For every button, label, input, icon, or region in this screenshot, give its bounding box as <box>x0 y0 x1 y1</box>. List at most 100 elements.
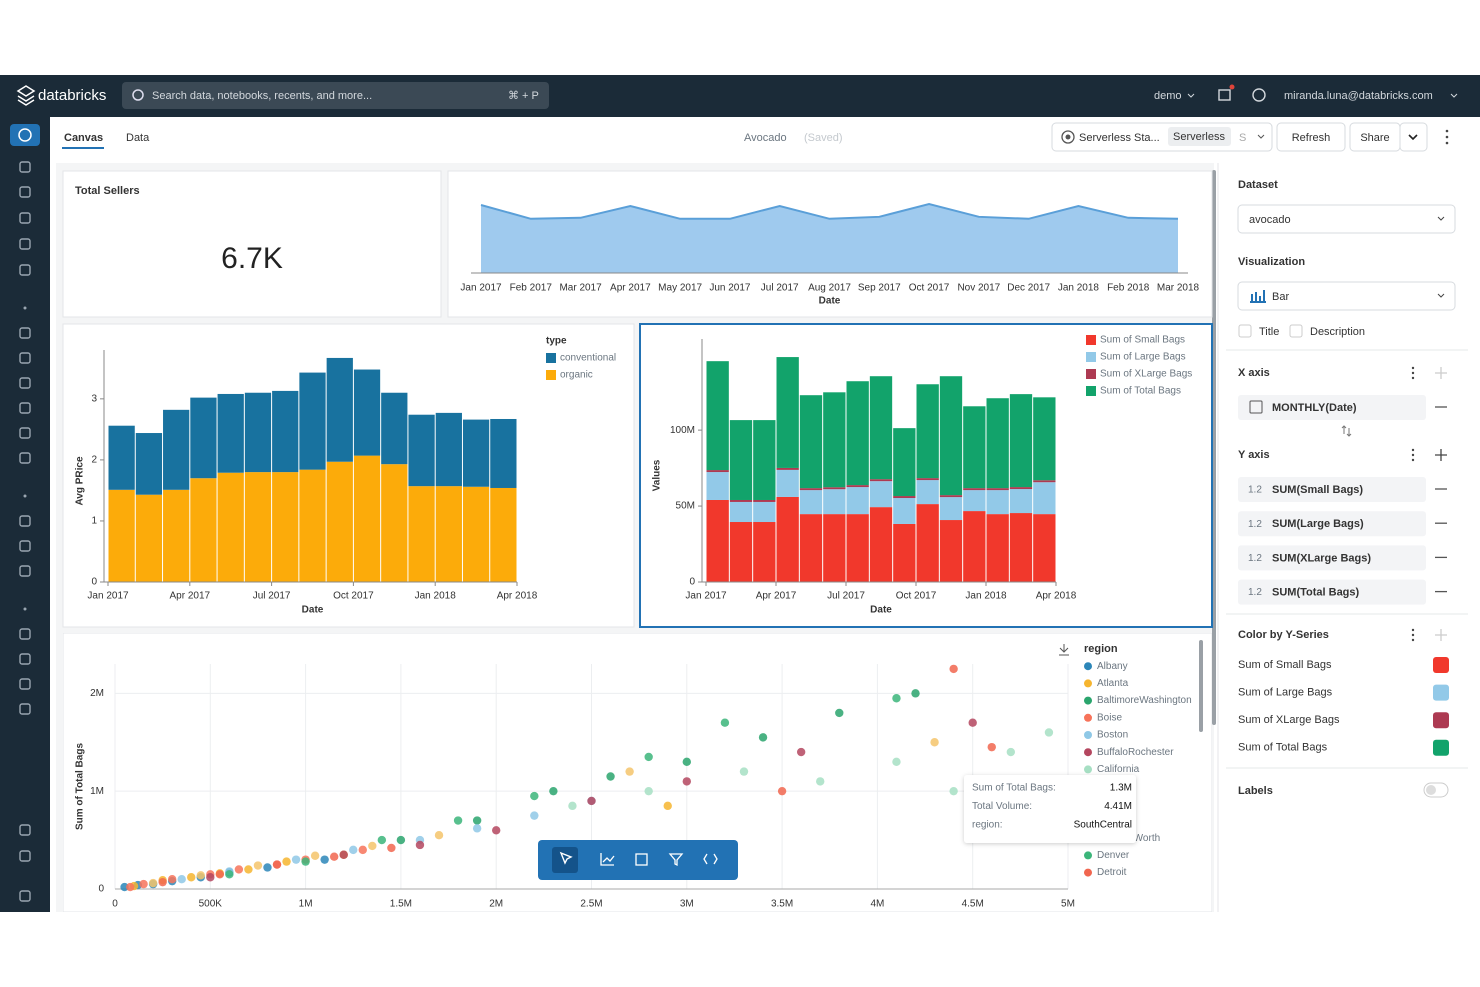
kebab-menu[interactable] <box>1411 628 1415 642</box>
point[interactable] <box>835 708 844 718</box>
legend-label[interactable]: Boise <box>1097 712 1122 723</box>
point[interactable] <box>139 879 148 889</box>
nav-icon[interactable] <box>19 264 31 276</box>
workspace[interactable]: demo <box>1154 90 1182 102</box>
point[interactable] <box>329 852 339 861</box>
nav-icon[interactable] <box>19 515 31 527</box>
nav-icon[interactable] <box>18 128 32 142</box>
point[interactable] <box>453 816 463 825</box>
point[interactable] <box>549 786 558 796</box>
nav-icon[interactable] <box>19 824 31 836</box>
field-chip[interactable] <box>1238 545 1426 571</box>
add-button[interactable] <box>1435 629 1447 641</box>
brand[interactable]: databricks <box>38 87 106 104</box>
nav-icon[interactable] <box>19 352 31 364</box>
point[interactable] <box>196 871 205 880</box>
point[interactable] <box>377 835 387 845</box>
point[interactable] <box>158 877 167 887</box>
nav-icon[interactable] <box>19 653 31 665</box>
refresh-button[interactable] <box>1276 122 1346 152</box>
legend-label[interactable]: BuffaloRochester <box>1097 747 1174 758</box>
code-tool[interactable] <box>703 853 718 865</box>
nav-icon[interactable] <box>19 186 31 198</box>
nav-icon[interactable] <box>19 327 31 339</box>
tab[interactable]: Canvas <box>64 132 103 144</box>
widget[interactable]: Total Sellers 6.7K <box>62 170 442 318</box>
nav-icon[interactable] <box>19 161 31 173</box>
widget[interactable]: 0 1 2 3 Jan 2017 Apr 2017 Jul 2017 Oct 2017 Jan … <box>62 323 635 628</box>
point[interactable] <box>911 689 920 698</box>
kebab-menu[interactable] <box>1411 448 1415 462</box>
point[interactable] <box>949 664 958 674</box>
point[interactable] <box>167 875 177 884</box>
nav-icon[interactable] <box>19 628 31 640</box>
share-menu[interactable] <box>1399 122 1428 152</box>
series-color-swatch[interactable] <box>1433 712 1449 729</box>
point[interactable] <box>358 845 367 855</box>
point[interactable] <box>339 850 348 859</box>
point[interactable] <box>930 738 939 747</box>
point[interactable] <box>682 757 691 767</box>
point[interactable] <box>434 830 444 840</box>
point[interactable] <box>663 801 672 811</box>
point[interactable] <box>492 826 501 835</box>
nav-icon[interactable] <box>19 850 31 862</box>
point[interactable] <box>215 870 225 879</box>
point[interactable] <box>234 865 244 874</box>
point[interactable] <box>625 767 634 776</box>
kebab-menu[interactable] <box>1411 366 1415 380</box>
field-chip[interactable] <box>1238 511 1426 537</box>
point[interactable] <box>415 840 425 850</box>
nav-icon[interactable] <box>19 377 31 389</box>
point[interactable] <box>253 861 263 870</box>
legend-label[interactable]: Sum of Small Bags <box>1100 335 1185 346</box>
field-chip[interactable] <box>1238 579 1426 605</box>
filter-tool[interactable] <box>668 853 684 867</box>
point[interactable] <box>777 786 787 796</box>
point[interactable] <box>892 757 901 767</box>
user-email[interactable]: miranda.luna@databricks.com <box>1284 90 1433 102</box>
point[interactable] <box>368 841 377 851</box>
point[interactable] <box>1044 728 1054 737</box>
point[interactable] <box>644 786 653 796</box>
point[interactable] <box>349 845 358 855</box>
point[interactable] <box>301 857 310 866</box>
legend-label[interactable]: Detroit <box>1097 867 1127 878</box>
point[interactable] <box>177 875 186 884</box>
legend-label[interactable]: Boston <box>1097 730 1128 741</box>
nav-icon[interactable] <box>19 427 31 439</box>
download-icon[interactable] <box>1059 644 1069 656</box>
point[interactable] <box>472 816 482 825</box>
legend-label[interactable]: BaltimoreWashington <box>1097 695 1192 706</box>
point[interactable] <box>530 791 539 801</box>
point[interactable] <box>291 855 301 864</box>
series-color-swatch[interactable] <box>1433 684 1449 701</box>
point[interactable] <box>310 851 320 860</box>
legend-label[interactable]: Sum of Large Bags <box>1100 352 1186 363</box>
point[interactable] <box>263 863 272 872</box>
legend-label[interactable]: conventional <box>560 353 616 364</box>
tab[interactable]: Data <box>126 132 150 144</box>
legend-label[interactable]: Denver <box>1097 850 1130 861</box>
legend-label[interactable]: Atlanta <box>1097 678 1129 689</box>
point[interactable] <box>987 742 996 752</box>
checkbox[interactable] <box>1238 324 1252 338</box>
field-chip[interactable] <box>1238 395 1426 420</box>
widget[interactable]: 0 50M 100M Jan 2017 Apr 2017 Jul 2017 Oct 2017… <box>639 323 1213 628</box>
point[interactable] <box>892 694 901 703</box>
help-icon[interactable] <box>1252 88 1266 102</box>
point[interactable] <box>225 870 234 879</box>
gift-icon[interactable] <box>1218 89 1231 101</box>
point[interactable] <box>682 777 691 786</box>
legend-label[interactable]: Albany <box>1097 661 1128 672</box>
point[interactable] <box>1006 747 1016 757</box>
widget[interactable]: 0 500K 1M 1.5M 2M 2.5M 3M 3.5M 4M 4.5M 5M 0 1M 2M Sum … <box>63 633 1212 912</box>
checkbox[interactable] <box>1289 324 1303 338</box>
point[interactable] <box>282 857 291 866</box>
point[interactable] <box>126 882 135 892</box>
nav-icon[interactable] <box>19 238 31 250</box>
legend-label[interactable]: Sum of XLarge Bags <box>1100 369 1192 380</box>
visualization-select[interactable] <box>1237 281 1456 311</box>
point[interactable] <box>816 777 825 786</box>
legend-label[interactable]: Sum of Total Bags <box>1100 386 1181 397</box>
